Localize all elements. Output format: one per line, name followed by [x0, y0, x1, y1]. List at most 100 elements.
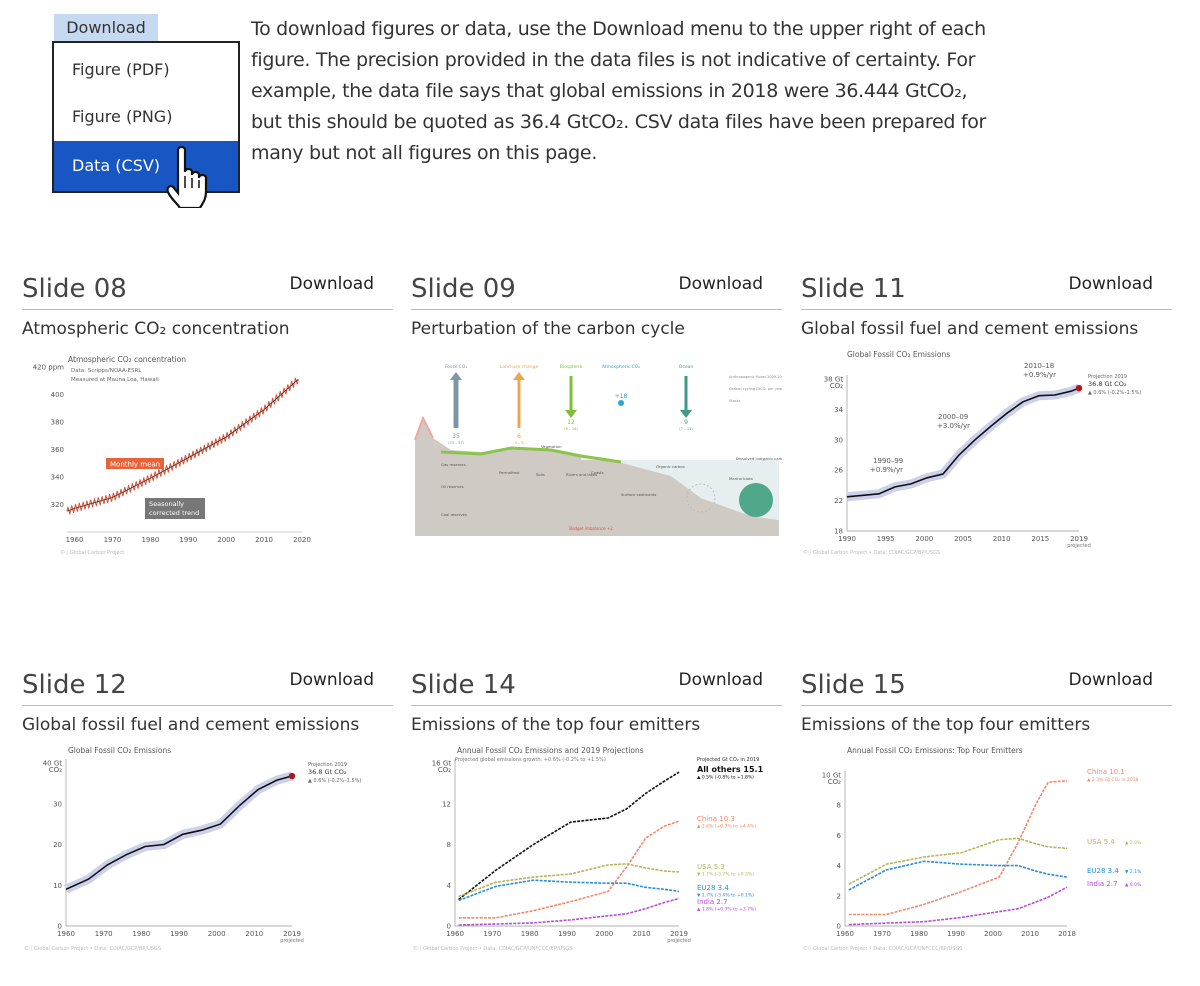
marine-biota-circle	[739, 483, 773, 517]
series-line	[458, 879, 680, 902]
x-tick-label: 2019	[1070, 535, 1088, 543]
x-tick-label: 1990	[838, 535, 856, 543]
legend-label: USA 5.4	[1087, 838, 1115, 846]
slide-subtitle: Global fossil fuel and cement emissions	[801, 319, 1139, 339]
x-tick-label: 1990	[947, 930, 965, 938]
figure-title: Global Fossil CO₂ Emissions	[68, 746, 171, 755]
legend-label: USA 5.3	[697, 863, 725, 871]
y-tick-label: 8	[447, 841, 451, 849]
flux-value: 9	[684, 419, 688, 426]
y-tick-label: 0	[837, 923, 841, 931]
y-tick-label: 0	[447, 923, 451, 931]
figure-title: Annual Fossil CO₂ Emissions and 2019 Pro…	[457, 746, 644, 755]
flux-arrow-head	[513, 372, 525, 380]
uncertainty-band	[64, 771, 294, 894]
x-tick-label: 1960	[836, 930, 854, 938]
ocean	[581, 456, 779, 520]
slide-subtitle: Emissions of the top four emitters	[411, 715, 701, 735]
stock-label: Marine biota	[729, 476, 753, 481]
stock-label: Rivers and lakes	[566, 472, 597, 477]
card-header: Slide 09 Download	[411, 270, 782, 310]
x-tick-label: 1980	[521, 930, 539, 938]
download-button[interactable]: Download	[678, 274, 763, 294]
x-tick-label: 2000	[984, 930, 1002, 938]
stock-label: Gas reserves	[441, 462, 466, 467]
stock-label: Soils	[536, 472, 545, 477]
card-header: Slide 14 Download	[411, 666, 782, 706]
menu-header[interactable]: Download	[54, 14, 158, 42]
y-tick-label: 10	[53, 882, 62, 890]
atmosphere-dot	[618, 400, 624, 406]
y-tick-label: 26	[834, 467, 843, 475]
series-line	[848, 780, 1068, 916]
carbon-cycle-diagram[interactable]: Fossil CO₂ 35(33 – 37) Land-use change 6(3 …	[411, 348, 782, 558]
flux-label: Biosphere	[560, 364, 583, 370]
menu-item-data-csv[interactable]: Data (CSV)	[54, 141, 238, 191]
legend-note: ▲ 1.8% (+0.7% to +3.7%)	[697, 907, 756, 913]
flux-value: 12	[567, 419, 575, 426]
slide-title: Slide 15	[801, 670, 906, 700]
projection-value: 36.8 Gt CO₂	[1088, 380, 1127, 388]
download-button[interactable]: Download	[289, 274, 374, 294]
fossil-emissions-1990-chart[interactable]: Global Fossil CO₂ Emissions 38 Gt 34 30 26 22…	[801, 348, 1172, 558]
flux-range: (7 – 11)	[679, 427, 693, 431]
menu-item-figure-pdf[interactable]: Figure (PDF)	[72, 60, 170, 79]
series-line	[848, 860, 1068, 891]
y-tick-label: 420 ppm	[33, 364, 64, 372]
top-four-emitters-chart[interactable]: Annual Fossil CO₂ Emissions: Top Four Em…	[801, 744, 1172, 954]
stock-label: Coal reserves	[441, 512, 467, 517]
menu-dropdown: Figure (PDF) Figure (PNG) Data (CSV)	[52, 41, 240, 193]
annotation: 2000–09	[938, 413, 968, 421]
x-tick-label: 1970	[104, 536, 122, 544]
download-button[interactable]: Download	[289, 670, 374, 690]
legend-label: China 10.3	[697, 815, 735, 823]
x-note: projected	[280, 938, 304, 944]
download-button[interactable]: Download	[1068, 670, 1153, 690]
flux-value: 6	[517, 433, 521, 440]
figure-title: Annual Fossil CO₂ Emissions: Top Four Em…	[847, 746, 1023, 755]
x-note: projected	[667, 938, 691, 944]
y-tick-label: 30	[53, 800, 62, 808]
ground	[415, 418, 779, 536]
y-axis-label: CO₂	[49, 766, 62, 774]
x-tick-label: 2005	[954, 535, 972, 543]
legend-label: All others 15.1	[697, 765, 764, 774]
budget-imbalance: Budget imbalance +2	[569, 526, 613, 531]
legend-label: India 2.7	[1087, 880, 1118, 888]
figure-credit: ©ⓘGlobal Carbon Project	[60, 549, 124, 556]
top-emitters-projection-chart[interactable]: Annual Fossil CO₂ Emissions and 2019 Pro…	[411, 744, 782, 954]
menu-item-figure-png[interactable]: Figure (PNG)	[72, 107, 173, 126]
projection-change: ▲ 0.6% (-0.2%–1.5%)	[1088, 390, 1141, 396]
slide-title: Slide 09	[411, 274, 516, 304]
download-button[interactable]: Download	[1068, 274, 1153, 294]
stock-label: Coasts	[591, 470, 604, 475]
x-tick-label: 2000	[595, 930, 613, 938]
series-line	[846, 387, 1080, 498]
y-tick-label: 340	[51, 473, 64, 481]
flux-arrow-head	[565, 410, 577, 418]
trend-label: Seasonally	[149, 500, 184, 508]
stock-label: Organic carbon	[656, 464, 686, 469]
download-button[interactable]: Download	[678, 670, 763, 690]
annotation: +0.9%/yr	[1023, 371, 1056, 379]
projection-change: ▲ 0.6% (-0.2%–1.5%)	[308, 778, 361, 784]
stock-label: Oil reserves	[441, 484, 464, 489]
series-line	[848, 837, 1068, 886]
legend-note: ▲ 2.6% (+0.7% to +4.4%)	[697, 824, 756, 830]
trend-line	[66, 379, 299, 512]
card-header: Slide 11 Download	[801, 270, 1172, 310]
figure-source: Data: Scripps/NOAA-ESRL	[71, 368, 142, 374]
x-tick-label: 1970	[95, 930, 113, 938]
figure-title: Atmospheric CO₂ concentration	[68, 355, 186, 364]
y-tick-label: 400	[51, 391, 64, 399]
y-axis-label: CO₂	[828, 778, 841, 786]
legend-header: Projected Gt CO₂ in 2019	[697, 757, 759, 763]
flux-range: (8 – 16)	[564, 427, 578, 431]
stock-label: Dissolved inorganic carbon	[736, 456, 782, 461]
x-tick-label: 2000	[208, 930, 226, 938]
x-tick-label: 1970	[483, 930, 501, 938]
series-line	[458, 771, 680, 901]
co2-concentration-chart[interactable]: Atmospheric CO₂ concentration Data: Scrip…	[22, 348, 393, 558]
figure-credit: ©ⓘGlobal Carbon Project • Data: CDIAC/GC…	[413, 945, 572, 952]
